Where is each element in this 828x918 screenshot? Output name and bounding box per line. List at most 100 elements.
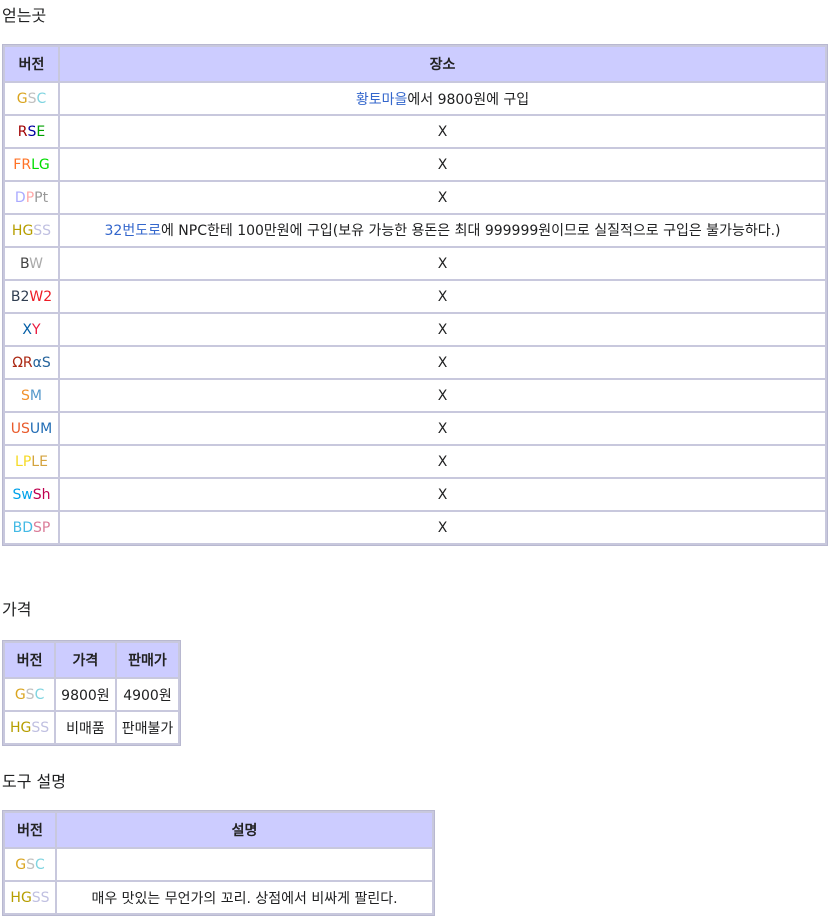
place-text: X: [437, 189, 448, 206]
version-link[interactable]: RSE: [18, 124, 45, 140]
version-letters: ΩR: [12, 354, 33, 371]
table-row: ΩRαS X: [5, 347, 825, 378]
place-text: X: [437, 387, 448, 404]
table-row: BDSP X: [5, 512, 825, 543]
table-row: SM X: [5, 380, 825, 411]
version-cell: BW: [5, 248, 58, 279]
version-letters: G: [22, 222, 34, 239]
version-letters: SS: [31, 889, 50, 906]
version-link[interactable]: BW: [20, 256, 43, 272]
version-letters: H: [10, 889, 21, 906]
table-row: SwSh X: [5, 479, 825, 510]
table-row: GSC: [5, 849, 432, 880]
table-header-row: 버전 설명: [5, 813, 432, 847]
version-link[interactable]: GSC: [17, 91, 47, 107]
table-row: FRLG X: [5, 149, 825, 180]
table-row: HGSS 비매품 판매불가: [5, 712, 179, 743]
version-cell: ΩRαS: [5, 347, 58, 378]
place-link[interactable]: 32번도로: [104, 222, 161, 239]
version-link[interactable]: HGSS: [10, 720, 49, 736]
version-cell: FRLG: [5, 149, 58, 180]
place-text: X: [437, 486, 448, 503]
place-text: X: [437, 255, 448, 272]
version-letters: S: [27, 123, 37, 140]
version-letters: S: [21, 387, 30, 404]
version-link[interactable]: LPLE: [15, 454, 48, 470]
version-cell: HGSS: [5, 882, 55, 913]
place-link[interactable]: 황토마을: [355, 91, 408, 108]
column-header-version: 버전: [5, 47, 58, 81]
version-link[interactable]: FRLG: [13, 157, 49, 173]
version-letters: G: [16, 90, 28, 107]
version-letters: LE: [31, 453, 48, 470]
version-letters: S: [25, 686, 35, 703]
version-link[interactable]: B2W2: [11, 289, 52, 305]
version-link[interactable]: SM: [21, 388, 42, 404]
version-cell: SM: [5, 380, 58, 411]
column-header-price: 가격: [56, 643, 115, 677]
version-cell: RSE: [5, 116, 58, 147]
version-link[interactable]: HGSS: [12, 223, 51, 239]
version-letters: SS: [31, 719, 50, 736]
version-letters: G: [15, 856, 27, 873]
place-cell: X: [60, 281, 825, 312]
place-cell: X: [60, 380, 825, 411]
version-letters: G: [14, 686, 26, 703]
place-cell: X: [60, 248, 825, 279]
table-row: RSE X: [5, 116, 825, 147]
version-link[interactable]: XY: [22, 322, 40, 338]
place-cell: X: [60, 512, 825, 543]
version-letters: W2: [29, 288, 53, 305]
version-link[interactable]: HGSS: [10, 890, 49, 906]
version-letters: αS: [32, 354, 51, 371]
version-cell: SwSh: [5, 479, 58, 510]
table-row: DPPt X: [5, 182, 825, 213]
version-letters: B: [20, 255, 30, 272]
place-cell: 32번도로에 NPC한테 100만원에 구입(보유 가능한 용돈은 최대 999…: [60, 215, 825, 246]
version-link[interactable]: BDSP: [13, 520, 51, 536]
place-text: X: [437, 321, 448, 338]
sell-price-cell: 4900원: [116, 679, 179, 710]
version-cell: GSC: [5, 83, 58, 114]
version-cell: DPPt: [5, 182, 58, 213]
version-letters: Sh: [32, 486, 51, 503]
version-link[interactable]: ΩRαS: [12, 355, 51, 371]
place-cell: X: [60, 314, 825, 345]
version-letters: LP: [15, 453, 32, 470]
version-cell: BDSP: [5, 512, 58, 543]
column-header-version: 버전: [5, 813, 55, 847]
description-table: 버전 설명 GSC HGSS 매우 맛있는 무언가의 꼬리. 상점에서 비싸게 팔린…: [2, 810, 435, 916]
place-cell: X: [60, 182, 825, 213]
version-letters: S: [27, 90, 37, 107]
description-cell: 매우 맛있는 무언가의 꼬리. 상점에서 비싸게 팔린다.: [57, 882, 432, 913]
place-cell: X: [60, 347, 825, 378]
version-letters: Y: [32, 321, 41, 338]
table-row: USUM X: [5, 413, 825, 444]
version-link[interactable]: GSC: [15, 687, 45, 703]
version-letters: Sw: [12, 486, 33, 503]
version-letters: C: [36, 90, 47, 107]
place-text: X: [437, 420, 448, 437]
sell-price-cell: 판매불가: [116, 712, 179, 743]
version-letters: H: [10, 719, 21, 736]
version-link[interactable]: DPPt: [15, 190, 48, 206]
column-header-sell-price: 판매가: [116, 643, 179, 677]
version-link[interactable]: SwSh: [12, 487, 50, 503]
table-row: GSC 황토마을에서 9800원에 구입: [5, 83, 825, 114]
version-letters: C: [34, 856, 45, 873]
version-cell: XY: [5, 314, 58, 345]
table-row: LPLE X: [5, 446, 825, 477]
version-letters: G: [20, 719, 32, 736]
version-letters: LG: [31, 156, 50, 173]
version-letters: S: [26, 856, 35, 873]
place-text: X: [437, 156, 448, 173]
version-letters: D: [14, 189, 26, 206]
column-header-description: 설명: [57, 813, 432, 847]
version-link[interactable]: GSC: [15, 857, 45, 873]
version-link[interactable]: USUM: [11, 421, 52, 437]
version-letters: P: [25, 189, 35, 206]
version-letters: UM: [29, 420, 53, 437]
place-text: 에 NPC한테 100만원에 구입(보유 가능한 용돈은 최대 999999원이…: [160, 222, 781, 239]
version-cell: B2W2: [5, 281, 58, 312]
place-text: X: [437, 288, 448, 305]
